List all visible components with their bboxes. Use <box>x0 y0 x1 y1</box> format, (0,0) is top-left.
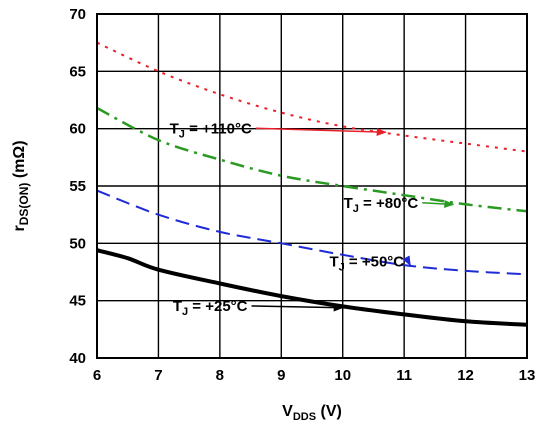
annotation-arrow-1 <box>422 200 455 208</box>
series-line-2 <box>96 189 528 276</box>
y-tick-label: 50 <box>69 235 86 252</box>
series-line-3 <box>96 248 528 327</box>
annotation-arrow-0 <box>255 127 387 136</box>
series-annotation-2: TJ = +50°C <box>329 253 404 273</box>
y-axis-label-unit: (mΩ) <box>11 140 28 182</box>
x-tick-label: 12 <box>457 367 474 384</box>
annotation-arrow-2 <box>402 255 411 267</box>
x-tick-label: 9 <box>277 367 285 384</box>
x-axis-label: VDDS (V) <box>282 403 342 423</box>
y-tick-label: 55 <box>69 178 86 195</box>
y-tick-label: 60 <box>69 121 86 138</box>
series-line-0 <box>96 41 528 153</box>
series-annotation-1: TJ = +80°C <box>344 195 419 215</box>
x-axis-label-sub: DDS <box>293 411 316 423</box>
annotation-layer: TJ = +110°C TJ = +80°C TJ = +50°C TJ = +25°… <box>170 120 455 318</box>
y-tick-label: 70 <box>69 6 86 23</box>
series-line-1 <box>96 106 528 213</box>
x-tick-label: 8 <box>216 367 224 384</box>
x-tick-label: 7 <box>154 367 162 384</box>
series-annotation-0: TJ = +110°C <box>170 120 252 140</box>
y-tick-label: 65 <box>69 63 86 80</box>
x-axis-label-unit: (V) <box>316 403 342 420</box>
tick-labels: 6 7 8 9 10 11 12 13 40 45 50 55 60 65 70 <box>69 6 535 384</box>
y-axis-label-main: r <box>11 225 28 231</box>
annotation-arrow-3 <box>251 303 344 312</box>
y-tick-label: 40 <box>69 350 86 367</box>
y-tick-label: 45 <box>69 293 86 310</box>
x-tick-label: 13 <box>519 367 536 384</box>
y-axis-label: rDS(ON) (mΩ) <box>11 140 31 231</box>
series-layer <box>96 41 528 327</box>
y-axis-label-sub: DS(ON) <box>17 183 31 226</box>
x-tick-label: 6 <box>93 367 101 384</box>
plot-frame <box>96 13 528 359</box>
grid <box>97 14 527 358</box>
x-axis-label-main: V <box>282 403 293 420</box>
x-tick-label: 10 <box>334 367 351 384</box>
x-tick-label: 11 <box>396 367 412 384</box>
series-annotation-3: TJ = +25°C <box>173 298 248 318</box>
